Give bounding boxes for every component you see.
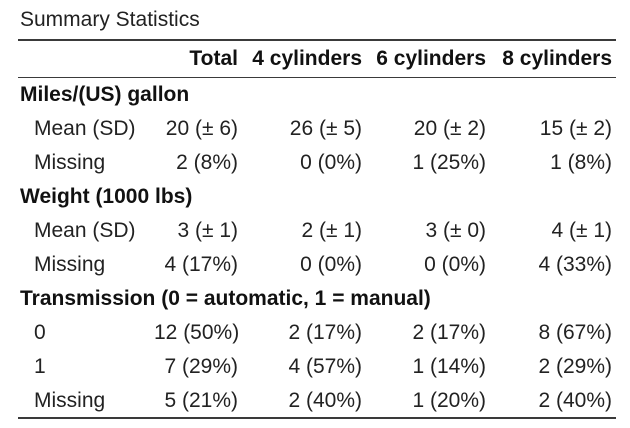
- stats-table: Total 4 cylinders 6 cylinders 8 cylinder…: [18, 41, 616, 418]
- group-mpg: Miles/(US) gallon Mean (SD) 20 (± 6) 26 …: [18, 77, 616, 180]
- cell-8-cylinders: 1 (8%): [550, 151, 612, 174]
- group-label: Miles/(US) gallon: [20, 82, 190, 106]
- row-label: Missing: [34, 151, 106, 174]
- table-row: Missing 5 (21%) 2 (40%) 1 (20%) 2 (40%): [18, 384, 616, 418]
- cell-total: 7 (29%): [164, 355, 238, 378]
- cell-4-cylinders: 2 (17%): [288, 321, 362, 344]
- cell-total: 5 (21%): [164, 389, 238, 412]
- cell-6-cylinders: 3 (± 0): [425, 219, 486, 242]
- cell-6-cylinders: 2 (17%): [412, 321, 486, 344]
- top-rule: [18, 39, 616, 41]
- row-label: Missing: [34, 253, 106, 276]
- header-rule: [18, 77, 616, 78]
- table-row: 1 7 (29%) 4 (57%) 1 (14%) 2 (29%): [18, 350, 616, 384]
- cell-6-cylinders: 1 (25%): [412, 151, 486, 174]
- group-label: Transmission (0 = automatic, 1 = manual): [20, 287, 431, 310]
- cell-total: 12 (50%): [154, 321, 240, 344]
- cell-8-cylinders: 4 (± 1): [551, 219, 612, 242]
- table-row: Missing 4 (17%) 0 (0%) 0 (0%) 4 (33%): [18, 248, 616, 282]
- cell-4-cylinders: 4 (57%): [288, 355, 362, 378]
- cell-total: 2 (8%): [176, 151, 238, 174]
- cell-total: 20 (± 6): [165, 117, 238, 140]
- column-header-4-cylinders: 4 cylinders: [252, 47, 362, 70]
- cell-6-cylinders: 20 (± 2): [413, 117, 486, 140]
- group-header-row: Weight (1000 lbs): [18, 180, 616, 214]
- cell-4-cylinders: 2 (40%): [288, 389, 362, 412]
- cell-8-cylinders: 2 (29%): [538, 355, 612, 378]
- bottom-rule: [18, 417, 616, 419]
- column-header-8-cylinders: 8 cylinders: [502, 47, 612, 70]
- cell-4-cylinders: 0 (0%): [300, 151, 362, 174]
- cell-6-cylinders: 1 (20%): [412, 389, 486, 412]
- group-header-row: Transmission (0 = automatic, 1 = manual): [18, 282, 616, 316]
- cell-8-cylinders: 2 (40%): [538, 389, 612, 412]
- cell-4-cylinders: 0 (0%): [300, 253, 362, 276]
- group-transmission: Transmission (0 = automatic, 1 = manual)…: [18, 282, 616, 418]
- group-label: Weight (1000 lbs): [20, 185, 193, 208]
- cell-8-cylinders: 15 (± 2): [539, 117, 612, 140]
- row-label: Mean (SD): [34, 117, 136, 140]
- cell-6-cylinders: 1 (14%): [412, 355, 486, 378]
- table-row: Missing 2 (8%) 0 (0%) 1 (25%) 1 (8%): [18, 146, 616, 180]
- cell-8-cylinders: 4 (33%): [538, 253, 612, 276]
- row-label: Mean (SD): [34, 219, 136, 242]
- cell-total: 4 (17%): [164, 253, 238, 276]
- cell-4-cylinders: 2 (± 1): [301, 219, 362, 242]
- cell-8-cylinders: 8 (67%): [538, 321, 612, 344]
- header-row: Total 4 cylinders 6 cylinders 8 cylinder…: [18, 41, 616, 77]
- cell-6-cylinders: 0 (0%): [424, 253, 486, 276]
- header-blank-cell: [18, 41, 154, 77]
- cell-total: 3 (± 1): [177, 219, 238, 242]
- column-header-total: Total: [189, 47, 238, 70]
- group-header-row: Miles/(US) gallon: [18, 77, 616, 112]
- cell-4-cylinders: 26 (± 5): [289, 117, 362, 140]
- group-weight: Weight (1000 lbs) Mean (SD) 3 (± 1) 2 (±…: [18, 180, 616, 282]
- table-row: Mean (SD) 20 (± 6) 26 (± 5) 20 (± 2) 15 …: [18, 112, 616, 146]
- table-row: 0 12 (50%) 2 (17%) 2 (17%) 8 (67%): [18, 316, 616, 350]
- table-caption: Summary Statistics: [20, 8, 200, 31]
- row-label: Missing: [34, 389, 106, 412]
- row-label: 1: [34, 355, 46, 378]
- row-label: 0: [34, 321, 46, 344]
- column-header-6-cylinders: 6 cylinders: [376, 47, 486, 70]
- table-row: Mean (SD) 3 (± 1) 2 (± 1) 3 (± 0) 4 (± 1…: [18, 214, 616, 248]
